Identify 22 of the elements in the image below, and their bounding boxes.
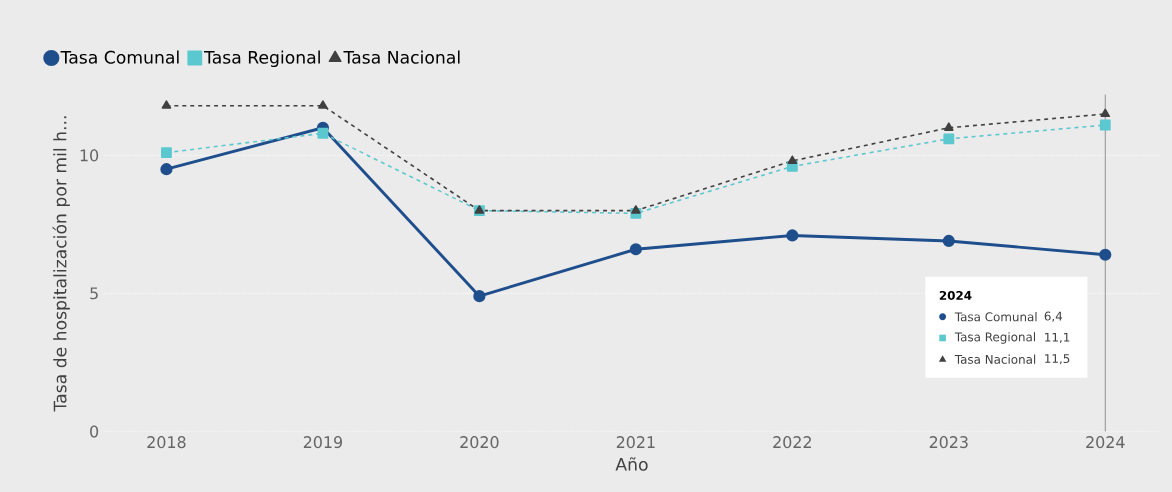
annotation: 6,4 — [1044, 311, 1063, 322]
x-tick-label: 2023 — [929, 436, 968, 449]
text: Tasa Regional — [954, 332, 1036, 344]
x-tick-label: 2022 — [773, 436, 811, 449]
legend-label: Tasa Nacional — [343, 50, 460, 64]
legend-label: Tasa Regional — [204, 50, 320, 67]
x-tick-label: 2024 — [1086, 436, 1125, 449]
y-tick-label: 0 — [90, 425, 99, 438]
y-tick-label: 10 — [80, 149, 99, 162]
x-tick-label: 2018 — [147, 436, 186, 449]
x-axis-title: Año — [615, 457, 648, 471]
x-tick-label: 2021 — [616, 436, 655, 449]
legend-label: Tasa Comunal — [954, 311, 1037, 322]
y-tick-label: 5 — [90, 287, 98, 300]
y-axis-title: Tasa de hospitalización por mil h... — [52, 116, 70, 412]
annotation: 11,5 — [1045, 354, 1070, 365]
text: Tasa Nacional — [954, 354, 1036, 364]
x-tick-label: 2019 — [303, 436, 342, 449]
x-tick-label: 2020 — [460, 436, 499, 449]
text: Tasa Comunal — [60, 50, 179, 64]
annotation: 11,1 — [1045, 332, 1070, 343]
annotation: 2024 — [939, 290, 972, 300]
